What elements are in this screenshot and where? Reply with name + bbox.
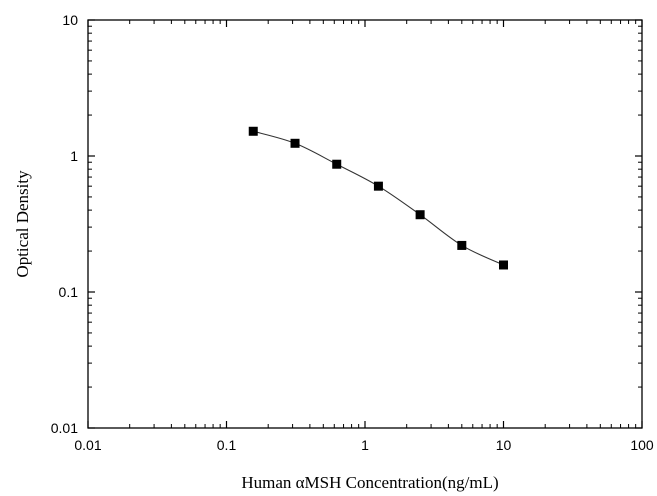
- x-tick-label: 100: [630, 437, 654, 453]
- y-tick-label: 0.01: [51, 420, 78, 436]
- x-tick-label: 0.01: [74, 437, 101, 453]
- y-axis-label: Optical Density: [13, 170, 32, 278]
- data-point: [499, 260, 508, 270]
- y-tick-label: 10: [62, 12, 78, 28]
- x-tick-label: 10: [496, 437, 512, 453]
- x-axis-ticks: 0.01 0.1 1 10 100: [74, 20, 654, 453]
- x-tick-label: 0.1: [217, 437, 237, 453]
- data-point: [415, 210, 425, 220]
- x-tick-label: 1: [361, 437, 369, 453]
- data-points: [248, 126, 508, 270]
- x-axis-label: Human αMSH Concentration(ng/mL): [241, 473, 498, 492]
- y-axis-ticks: 0.01 0.1 1 10: [51, 12, 642, 436]
- data-point: [457, 240, 467, 250]
- data-point: [248, 126, 258, 136]
- y-tick-label: 0.1: [59, 284, 79, 300]
- data-point: [332, 159, 342, 169]
- plot-border: [87, 19, 643, 429]
- data-point: [290, 138, 300, 148]
- data-point: [373, 181, 383, 191]
- y-tick-label: 1: [70, 148, 78, 164]
- plot-frame: [87, 19, 643, 429]
